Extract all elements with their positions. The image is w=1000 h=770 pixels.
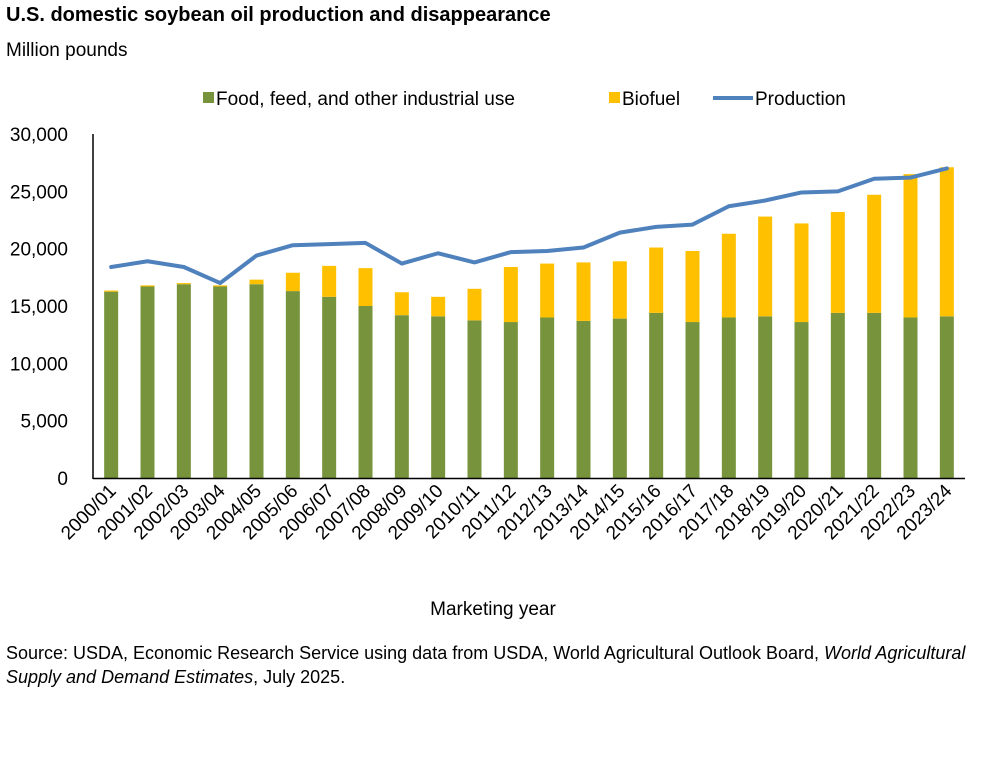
bar-biofuel	[213, 285, 228, 287]
bar-food-feed-industrial	[358, 306, 373, 478]
y-tick-label: 25,000	[10, 182, 68, 203]
bar-biofuel	[612, 261, 627, 319]
bar-biofuel	[394, 292, 409, 316]
bar-food-feed-industrial	[939, 316, 954, 478]
bar-biofuel	[467, 288, 482, 321]
bar-food-feed-industrial	[649, 312, 664, 478]
bar-biofuel	[649, 247, 664, 313]
y-tick-label: 10,000	[10, 354, 68, 375]
bar-food-feed-industrial	[249, 284, 264, 478]
bar-biofuel	[431, 296, 446, 317]
production-line	[109, 166, 949, 286]
legend-swatch-biofuel	[609, 92, 620, 103]
bar-biofuel	[939, 167, 954, 317]
bar-biofuel	[794, 223, 809, 323]
bar-food-feed-industrial	[540, 317, 555, 478]
bar-food-feed-industrial	[503, 322, 518, 478]
y-tick-label: 20,000	[10, 240, 68, 261]
bar-biofuel	[140, 285, 155, 287]
bar-biofuel	[758, 216, 773, 317]
bar-food-feed-industrial	[285, 291, 300, 478]
bar-biofuel	[721, 233, 736, 318]
bar-food-feed-industrial	[394, 315, 409, 478]
source-note: Source: USDA, Economic Research Service …	[6, 641, 986, 689]
x-axis-title: Marketing year	[430, 599, 556, 620]
bar-food-feed-industrial	[612, 318, 627, 478]
bar-food-feed-industrial	[903, 317, 918, 478]
bar-food-feed-industrial	[467, 320, 482, 478]
bar-biofuel	[830, 211, 845, 313]
source-text: Source: USDA, Economic Research Service …	[6, 643, 825, 663]
bar-food-feed-industrial	[104, 291, 119, 478]
bar-biofuel	[867, 194, 882, 313]
bar-biofuel	[176, 283, 191, 285]
legend-label-food: Food, feed, and other industrial use	[216, 89, 515, 110]
bar-food-feed-industrial	[721, 317, 736, 478]
y-axis-unit-label: Million pounds	[6, 40, 128, 61]
bar-food-feed-industrial	[431, 316, 446, 478]
bar-food-feed-industrial	[140, 286, 155, 478]
bar-food-feed-industrial	[176, 284, 191, 478]
bar-food-feed-industrial	[758, 316, 773, 478]
y-tick-label: 5,000	[20, 412, 68, 433]
bar-food-feed-industrial	[576, 320, 591, 478]
bar-biofuel	[685, 250, 700, 323]
bar-food-feed-industrial	[830, 312, 845, 478]
source-date: , July 2025.	[253, 667, 346, 687]
legend-swatch-food	[203, 92, 214, 103]
bar-food-feed-industrial	[867, 312, 882, 478]
chart-title: U.S. domestic soybean oil production and…	[6, 4, 551, 26]
bar-food-feed-industrial	[213, 286, 228, 478]
bar-food-feed-industrial	[685, 322, 700, 478]
legend-label-biofuel: Biofuel	[622, 89, 680, 110]
bar-biofuel	[576, 262, 591, 321]
bar-biofuel	[358, 268, 373, 306]
bar-biofuel	[503, 267, 518, 323]
bar-biofuel	[249, 279, 264, 285]
bar-food-feed-industrial	[794, 322, 809, 478]
y-tick-label: 15,000	[10, 297, 68, 318]
y-tick-label: 30,000	[10, 125, 68, 146]
bar-biofuel	[285, 272, 300, 292]
bar-biofuel	[104, 290, 119, 292]
source-publication: World Agricultural Supply and Demand Est…	[6, 643, 966, 687]
legend-label-production: Production	[755, 89, 846, 110]
y-tick-label: 0	[57, 469, 68, 490]
bar-biofuel	[540, 263, 555, 318]
chart: 05,00010,00015,00020,00025,00030,0002000…	[10, 89, 965, 620]
bar-biofuel	[322, 265, 337, 297]
bar-food-feed-industrial	[322, 296, 337, 478]
bar-biofuel	[903, 174, 918, 318]
